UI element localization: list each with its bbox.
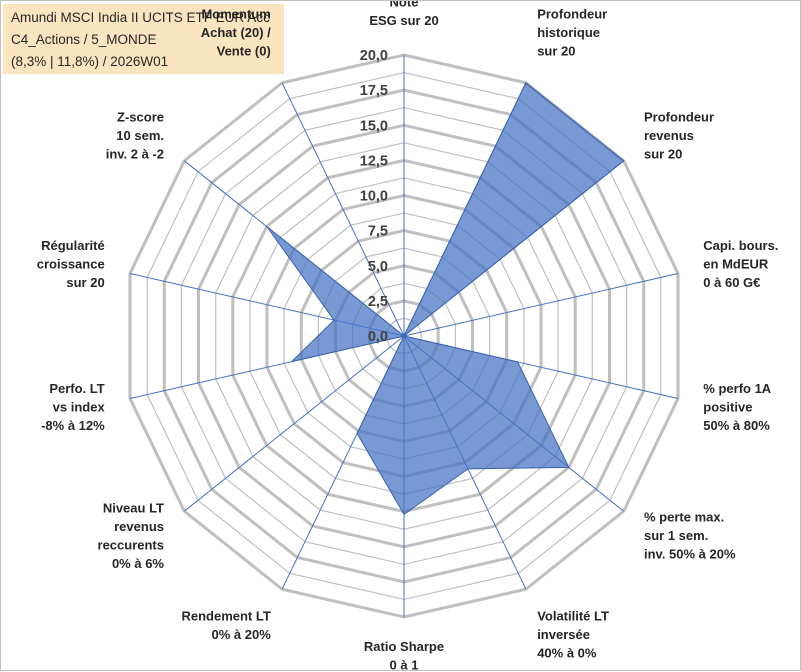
axis-label-line: Rendement LT — [181, 609, 270, 624]
axis-label-line: Régularité — [41, 238, 105, 253]
tick-label: 12,5 — [360, 153, 388, 169]
tick-label: 0,0 — [368, 329, 388, 345]
axis-label-line: Note — [390, 1, 419, 10]
tick-label: 2,5 — [368, 294, 388, 310]
axis-label-line: vs index — [53, 399, 106, 414]
tick-label: 15,0 — [360, 118, 388, 134]
axis-label-line: positive — [703, 399, 752, 414]
axis-label-line: Volatilité LT — [537, 609, 609, 624]
axis-label-line: % perfo 1A — [703, 381, 772, 396]
axis-label-line: revenus — [644, 128, 694, 143]
axis-label-line: Momentum — [201, 6, 270, 21]
axis-label-line: croissance — [37, 257, 105, 272]
tick-label: 10,0 — [360, 189, 388, 205]
axis-label-line: Perfo. LT — [49, 381, 104, 396]
tick-label: 17,5 — [360, 83, 388, 99]
tick-label: 20,0 — [360, 48, 388, 64]
axis-label-line: Achat (20) / — [201, 25, 271, 40]
axis-label-line: Z-score — [117, 109, 164, 124]
axis-label-line: historique — [537, 25, 600, 40]
axis-label-line: 0 à 1 — [390, 658, 419, 672]
axis-label-line: reccurents — [98, 537, 164, 552]
radar-tick-labels: 0,0 2,5 5,0 7,5 10,0 12,5 15,0 17,5 20,0 — [360, 48, 388, 345]
axis-label-line: sur 1 sem. — [644, 528, 708, 543]
axis-label-line: Capi. bours. — [703, 238, 778, 253]
axis-label-line: inversée — [537, 627, 590, 642]
axis-label-line: Profondeur — [537, 6, 607, 21]
axis-label-line: Vente (0) — [217, 43, 271, 58]
axis-label-line: -8% à 12% — [41, 418, 105, 433]
axis-label-line: Niveau LT — [103, 500, 164, 515]
axis-label-line: sur 20 — [644, 146, 682, 161]
axis-label-line: 50% à 80% — [703, 418, 770, 433]
tick-label: 5,0 — [368, 259, 388, 275]
axis-label-line: sur 20 — [66, 275, 104, 290]
axis-label-line: inv. 2 à -2 — [106, 146, 164, 161]
axis-label-line: 0% à 6% — [112, 556, 164, 571]
axis-label-line: sur 20 — [537, 43, 575, 58]
axis-label-line: en MdEUR — [703, 257, 769, 272]
axis-label-line: 0% à 20% — [212, 627, 272, 642]
axis-label-line: 0 à 60 G€ — [703, 275, 760, 290]
axis-label-line: revenus — [114, 519, 164, 534]
axis-label-line: Ratio Sharpe — [364, 639, 444, 654]
axis-label-line: Profondeur — [644, 109, 714, 124]
axis-label-line: inv. 50% à 20% — [644, 547, 736, 562]
axis-label-line: ESG sur 20 — [369, 13, 438, 28]
axis-label-line: % perte max. — [644, 510, 724, 525]
radar-series — [267, 83, 624, 515]
tick-label: 7,5 — [368, 224, 388, 240]
axis-label-line: 40% à 0% — [537, 646, 597, 661]
axis-label-line: 10 sem. — [116, 128, 164, 143]
